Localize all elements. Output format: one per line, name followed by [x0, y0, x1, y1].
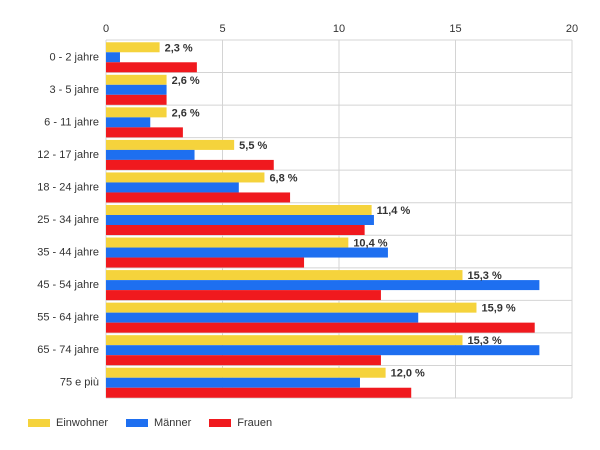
bar-einwohner: [106, 42, 160, 53]
data-label: 15,3 %: [467, 335, 501, 347]
grid: [105, 39, 573, 399]
bar-einwohner: [106, 237, 349, 248]
bar-männer: [106, 117, 151, 128]
x-tick-label: 10: [333, 23, 345, 35]
data-label: 15,3 %: [467, 270, 501, 282]
data-labels: 2,3 % 2,6 % 2,6 % 5,5 % 6,8 % 11,4 % 10,4 % 15,…: [165, 42, 516, 379]
bar-einwohner: [106, 335, 463, 346]
bar-frauen: [106, 225, 365, 235]
legend-label-frauen: Frauen: [237, 417, 273, 429]
category-label: 12 - 17 jahre: [37, 149, 99, 161]
bar-einwohner: [106, 74, 167, 85]
legend-swatch-einwohner: [28, 419, 50, 427]
bar-männer: [106, 215, 374, 225]
x-tick-label: 5: [219, 23, 225, 35]
x-tick-label: 0: [103, 23, 109, 35]
legend: Einwohner Männer Frauen: [28, 417, 272, 429]
bar-frauen: [106, 159, 274, 170]
category-label: 75 e più: [60, 377, 99, 389]
bar-frauen: [106, 127, 183, 138]
bar-frauen: [106, 62, 197, 73]
x-tick-label: 20: [566, 23, 578, 35]
legend-label-maenner: Männer: [153, 417, 192, 429]
bar-frauen: [106, 257, 305, 268]
category-label: 45 - 54 jahre: [37, 279, 99, 291]
legend-item-maenner[interactable]: Männer: [125, 417, 192, 429]
category-label: 0 - 2 jahre: [49, 51, 99, 63]
legend-swatch-frauen: [209, 419, 232, 427]
bar-einwohner: [106, 139, 235, 150]
bar-einwohner: [106, 270, 463, 281]
bar-einwohner: [106, 107, 167, 118]
bar-männer: [106, 345, 540, 356]
bar-frauen: [106, 94, 167, 105]
data-label: 10,4 %: [353, 238, 387, 250]
bar-männer: [106, 149, 195, 160]
bars: [106, 42, 540, 398]
data-label: 15,9 %: [481, 303, 515, 315]
bar-frauen: [106, 355, 381, 366]
category-label: 55 - 64 jahre: [37, 312, 99, 324]
data-label: 2,6 %: [172, 107, 200, 119]
data-label: 2,6 %: [172, 75, 200, 87]
category-label: 3 - 5 jahre: [49, 84, 99, 96]
legend-swatch-maenner: [125, 419, 148, 427]
bar-frauen: [106, 192, 291, 203]
bar-männer: [106, 182, 239, 193]
legend-item-frauen[interactable]: Frauen: [209, 417, 272, 429]
data-label: 11,4 %: [377, 205, 411, 217]
category-label: 35 - 44 jahre: [37, 247, 99, 259]
bar-einwohner: [106, 302, 477, 313]
bar-einwohner: [106, 367, 386, 378]
category-label: 65 - 74 jahre: [37, 344, 99, 356]
bar-männer: [106, 52, 120, 63]
bar-frauen: [106, 290, 381, 301]
category-label: 18 - 24 jahre: [37, 181, 99, 193]
bar-männer: [106, 280, 540, 291]
bar-männer: [106, 377, 360, 388]
bar-männer: [106, 312, 419, 323]
category-label: 6 - 11 jahre: [44, 116, 99, 128]
bar-einwohner: [106, 205, 372, 215]
data-label: 2,3 %: [165, 42, 193, 54]
data-label: 5,5 %: [239, 140, 267, 152]
x-axis-ticks: 0 5 10 15 20: [103, 23, 578, 35]
bar-frauen: [106, 322, 535, 333]
bar-einwohner: [106, 172, 265, 183]
legend-label-einwohner: Einwohner: [56, 417, 108, 429]
legend-item-einwohner[interactable]: Einwohner: [28, 417, 108, 429]
data-label: 6,8 %: [269, 172, 297, 184]
bar-männer: [106, 84, 167, 95]
data-label: 12,0 %: [391, 368, 425, 380]
x-tick-label: 15: [449, 23, 461, 35]
bar-frauen: [106, 387, 412, 398]
y-axis-categories: 0 - 2 jahre 3 - 5 jahre 6 - 11 jahre 12 - 1…: [37, 51, 99, 388]
bar-männer: [106, 247, 388, 258]
category-label: 25 - 34 jahre: [37, 214, 99, 226]
